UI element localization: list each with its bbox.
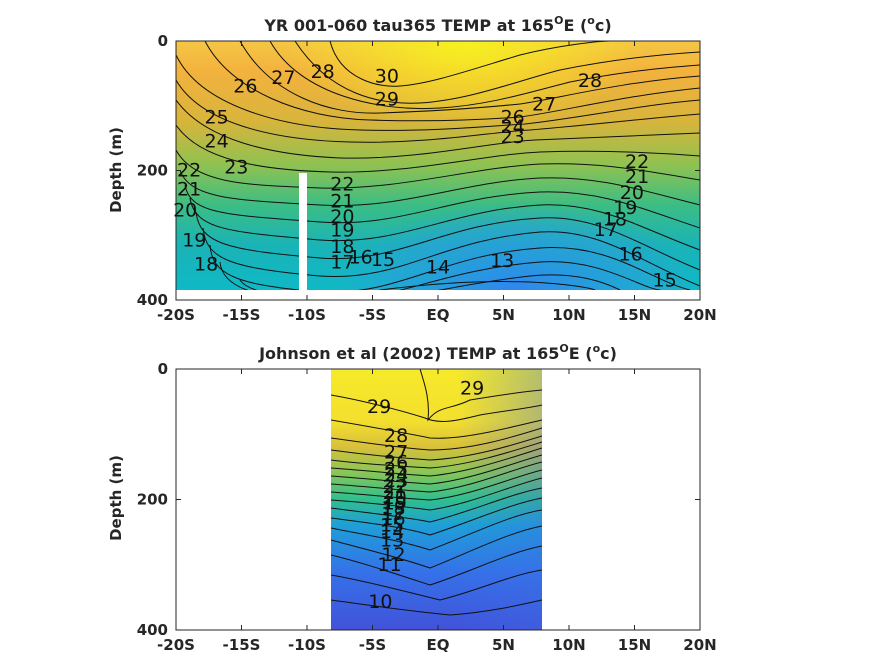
top-contour-label: 16 (619, 244, 643, 266)
top-contour-label: 28 (311, 61, 335, 83)
bottom-contour-label: 13 (380, 530, 404, 552)
top-contour-label: 25 (205, 106, 229, 128)
top-contour-label: 18 (330, 236, 354, 258)
top-contour-label: 26 (233, 75, 257, 97)
top-x-tick-label: -5S (359, 306, 386, 324)
top-contour-label: 18 (194, 253, 218, 275)
top-chart-title: YR 001-060 tau365 TEMP at 165OE (oc) (263, 14, 611, 35)
top-contour-label: 19 (613, 197, 637, 219)
bottom-contour-label: 16 (381, 508, 405, 530)
top-contour-label: 26 (501, 106, 525, 128)
top-contour-label: 28 (578, 70, 602, 92)
bottom-contour-label: 24 (384, 464, 408, 486)
top-x-tick-label: 15N (618, 306, 651, 324)
top-contour-label: 29 (375, 88, 399, 110)
top-contour-label: 19 (182, 229, 206, 251)
bottom-chart-title: Johnson et al (2002) TEMP at 165OE (oc) (258, 342, 617, 363)
bottom-x-tick-label: 5N (492, 636, 515, 654)
top-x-tick-label: 5N (492, 306, 515, 324)
top-contour-label: 15 (653, 270, 677, 292)
top-x-tick-label: EQ (427, 306, 450, 324)
top-contour-label: 19 (330, 220, 354, 242)
top-contour-label: 27 (532, 94, 556, 116)
top-contour-label: 14 (426, 257, 450, 279)
bottom-contour-label: 18 (381, 498, 405, 520)
bottom-contour-label: 26 (384, 451, 408, 473)
top-contour-label: 20 (620, 182, 644, 204)
bottom-y-axis-label: Depth (m) (107, 455, 125, 541)
bottom-contour-label: 21 (383, 482, 407, 504)
bottom-contour-label: 23 (384, 470, 408, 492)
bottom-x-tick-label: 20N (683, 636, 716, 654)
top-contour-label: 20 (173, 200, 197, 222)
bottom-x-tick-label: -10S (288, 636, 326, 654)
bottom-contour-label: 17 (381, 503, 405, 525)
top-x-tick-label: 10N (552, 306, 585, 324)
top-x-tick-label: 20N (683, 306, 716, 324)
bottom-contour-panel: 29 29 282726252423222120191817161514131211… (107, 342, 717, 654)
top-contour-label: 23 (501, 126, 525, 148)
bottom-y-tick-label: 400 (137, 621, 168, 639)
top-y-tick-label: 0 (158, 32, 168, 50)
top-contour-label: 22 (625, 151, 649, 173)
bottom-x-tick-label: -20S (157, 636, 195, 654)
bottom-contour-label: 15 (380, 515, 404, 537)
bottom-contour-label: 10 (368, 591, 392, 613)
top-contour-label: 21 (625, 166, 649, 188)
bottom-contour-label: 25 (384, 459, 408, 481)
top-contour-label: 20 (330, 206, 354, 228)
top-y-axis-label: Depth (m) (107, 127, 125, 213)
bottom-contour-label: 20 (383, 487, 407, 509)
bottom-contour-label: 12 (381, 544, 405, 566)
bottom-x-tick-label: -15S (223, 636, 261, 654)
top-contour-label: 27 (271, 67, 295, 89)
top-contour-label: 21 (177, 178, 201, 200)
top-contour-label: 22 (330, 174, 354, 196)
top-x-tick-label: -15S (223, 306, 261, 324)
bottom-contour-label: 27 (384, 442, 408, 464)
top-contour-label: 18 (603, 209, 627, 231)
top-contour-label: 15 (371, 249, 395, 271)
top-contour-label: 24 (205, 130, 229, 152)
bottom-contour-label: 22 (383, 476, 407, 498)
top-contour-label: 13 (490, 250, 514, 272)
bottom-contour-label: 28 (384, 425, 408, 447)
top-contour-label: 17 (330, 251, 354, 273)
top-y-tick-label: 200 (137, 162, 168, 180)
top-contour-label: 22 (177, 160, 201, 182)
top-y-tick-label: 400 (137, 291, 168, 309)
bottom-x-tick-label: -5S (359, 636, 386, 654)
bottom-y-tick-label: 200 (137, 491, 168, 509)
top-contour-label: 21 (330, 191, 354, 213)
bottom-contour-label: 29 (367, 396, 391, 418)
top-contour-label: 17 (594, 219, 618, 241)
bottom-x-tick-label: 15N (618, 636, 651, 654)
bottom-contour-label: 19 (383, 492, 407, 514)
top-contour-label: 24 (501, 116, 525, 138)
bottom-x-tick-label: EQ (427, 636, 450, 654)
bottom-y-tick-label: 0 (158, 360, 168, 378)
top-contour-label: 23 (224, 156, 248, 178)
top-contour-label: 16 (349, 246, 373, 268)
top-contour-label: 30 (375, 66, 399, 88)
top-x-tick-label: -10S (288, 306, 326, 324)
bottom-contour-label: 29 (460, 378, 484, 400)
bottom-contour-label: 11 (377, 554, 401, 576)
top-x-tick-label: -20S (157, 306, 195, 324)
bottom-x-tick-label: 10N (552, 636, 585, 654)
bottom-contour-label: 14 (380, 521, 404, 543)
